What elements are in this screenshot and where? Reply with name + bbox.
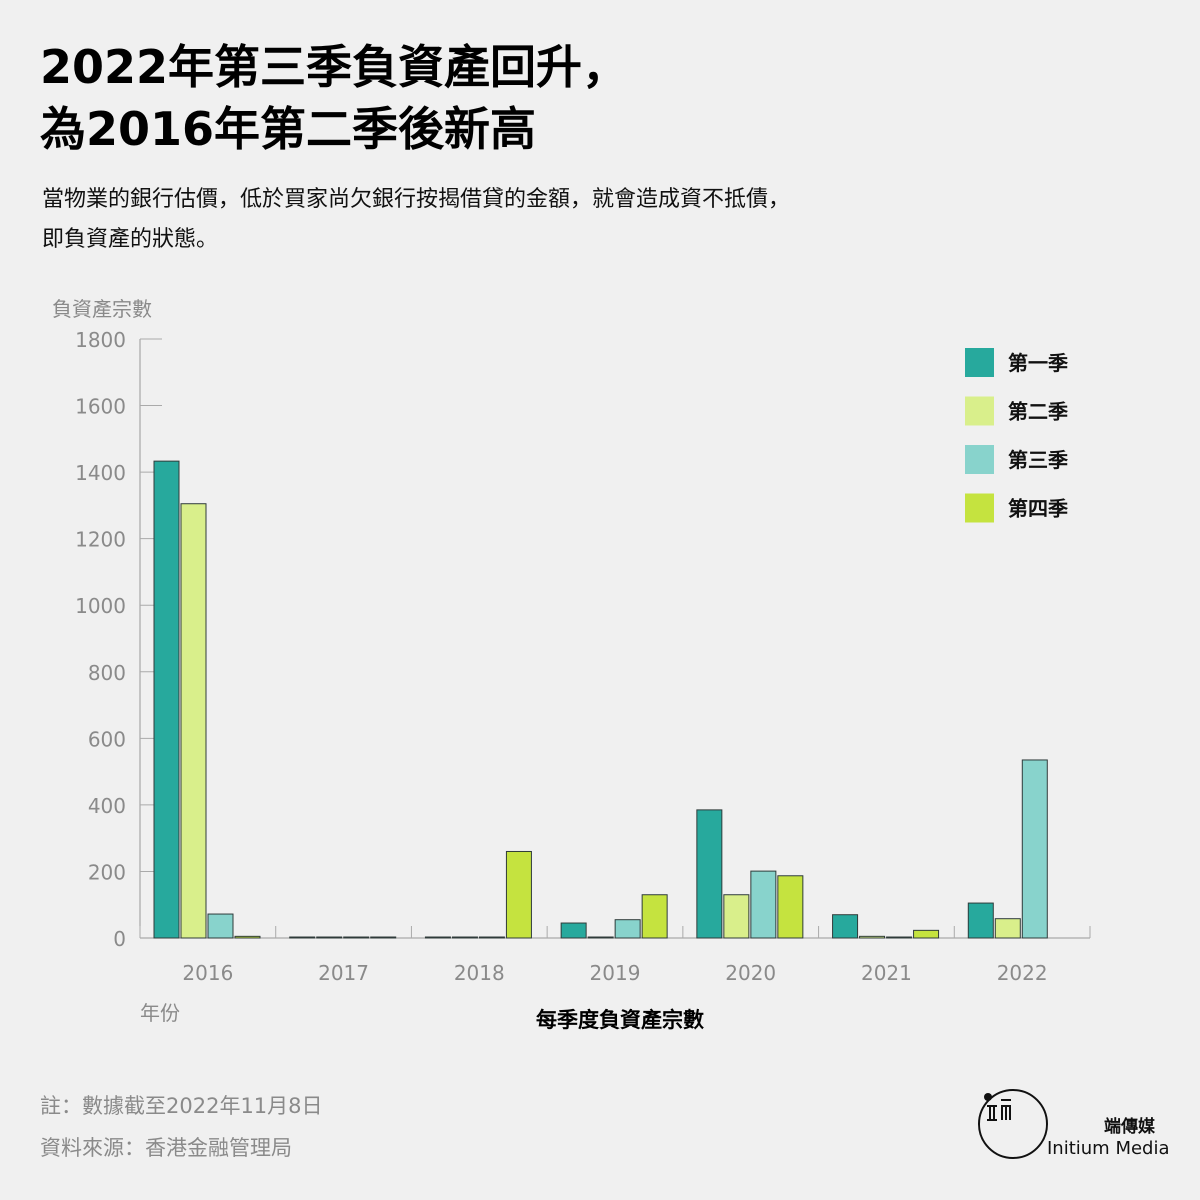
y-tick-label: 600 (88, 727, 126, 751)
y-tick-label: 1800 (75, 328, 126, 352)
subtitle-line-1: 當物業的銀行估價，低於買家尚欠銀行按揭借貸的金額，就會造成資不抵債， (42, 187, 791, 212)
bar (967, 902, 994, 939)
legend-swatch (965, 348, 994, 377)
bar (478, 936, 505, 939)
bar (505, 850, 532, 939)
bar (994, 918, 1021, 939)
page-title: 2022年第三季負資產回升， 為2016年第二季後新高 (40, 36, 628, 160)
bar (289, 936, 316, 939)
bars (153, 460, 1048, 939)
bar-chart: 負資產宗數 020040060080010001200140016001800 … (52, 297, 1091, 1032)
y-tick-label: 1200 (75, 528, 126, 552)
bar (1021, 759, 1048, 939)
y-tick-label: 1400 (75, 461, 126, 485)
legend-label: 第一季 (1008, 351, 1068, 375)
title-line-2: 為2016年第二季後新高 (40, 102, 537, 156)
bar (614, 919, 641, 939)
bar (180, 503, 207, 939)
title-line-1: 2022年第三季負資產回升， (40, 40, 629, 94)
y-tick-label: 1000 (75, 594, 126, 618)
legend-swatch (965, 445, 994, 474)
x-tick-label: 2016 (182, 961, 233, 985)
bar (696, 809, 723, 939)
y-tick-label: 0 (113, 927, 126, 951)
y-tick-label: 800 (88, 661, 126, 685)
legend-label: 第三季 (1008, 448, 1068, 472)
bar (207, 913, 234, 939)
chart-title: 每季度負資產宗數 (536, 1008, 704, 1032)
y-tick-label: 200 (88, 860, 126, 884)
bar (832, 914, 859, 939)
bar (424, 936, 451, 939)
data-note: 註：數據截至2022年11月8日 (40, 1094, 323, 1118)
x-tick-label: 2018 (454, 961, 505, 985)
x-axis-label: 年份 (140, 1001, 180, 1025)
x-tick-label: 2022 (997, 961, 1048, 985)
x-tick-label: 2017 (318, 961, 369, 985)
bar (913, 929, 940, 939)
bar (641, 894, 668, 939)
bar (587, 936, 614, 939)
legend-label: 第二季 (1008, 400, 1068, 424)
y-axis: 0 200 400 600 800 1000 1200 1400 1600 1800 (75, 328, 162, 951)
legend-swatch (965, 396, 994, 426)
bar (777, 875, 804, 939)
bar (859, 935, 886, 939)
x-tick-label: 2019 (590, 961, 641, 985)
bar (750, 870, 777, 939)
brand-name-en: Initium Media (1047, 1138, 1170, 1159)
bar (451, 936, 478, 939)
x-tick-label: 2021 (861, 961, 912, 985)
initium-logo-icon (978, 1089, 1048, 1159)
bar (370, 936, 397, 939)
bar (723, 894, 750, 939)
bar (153, 460, 180, 939)
subtitle: 當物業的銀行估價，低於買家尚欠銀行按揭借貸的金額，就會造成資不抵債， 即負資產的… (42, 180, 790, 260)
legend-label: 第四季 (1008, 497, 1068, 521)
y-tick-label: 1600 (75, 395, 126, 419)
bar (886, 936, 913, 939)
bar (343, 936, 370, 939)
y-axis-label: 負資產宗數 (52, 297, 152, 321)
brand-name-cn: 端傳媒 (1104, 1117, 1155, 1137)
bar (316, 936, 343, 939)
legend-swatch (965, 493, 994, 523)
subtitle-line-2: 即負資產的狀態。 (42, 227, 219, 252)
bar (560, 922, 587, 939)
x-tick-label: 2020 (725, 961, 776, 985)
bar (234, 935, 261, 939)
y-tick-label: 400 (88, 794, 126, 818)
data-source: 資料來源：香港金融管理局 (40, 1136, 292, 1160)
